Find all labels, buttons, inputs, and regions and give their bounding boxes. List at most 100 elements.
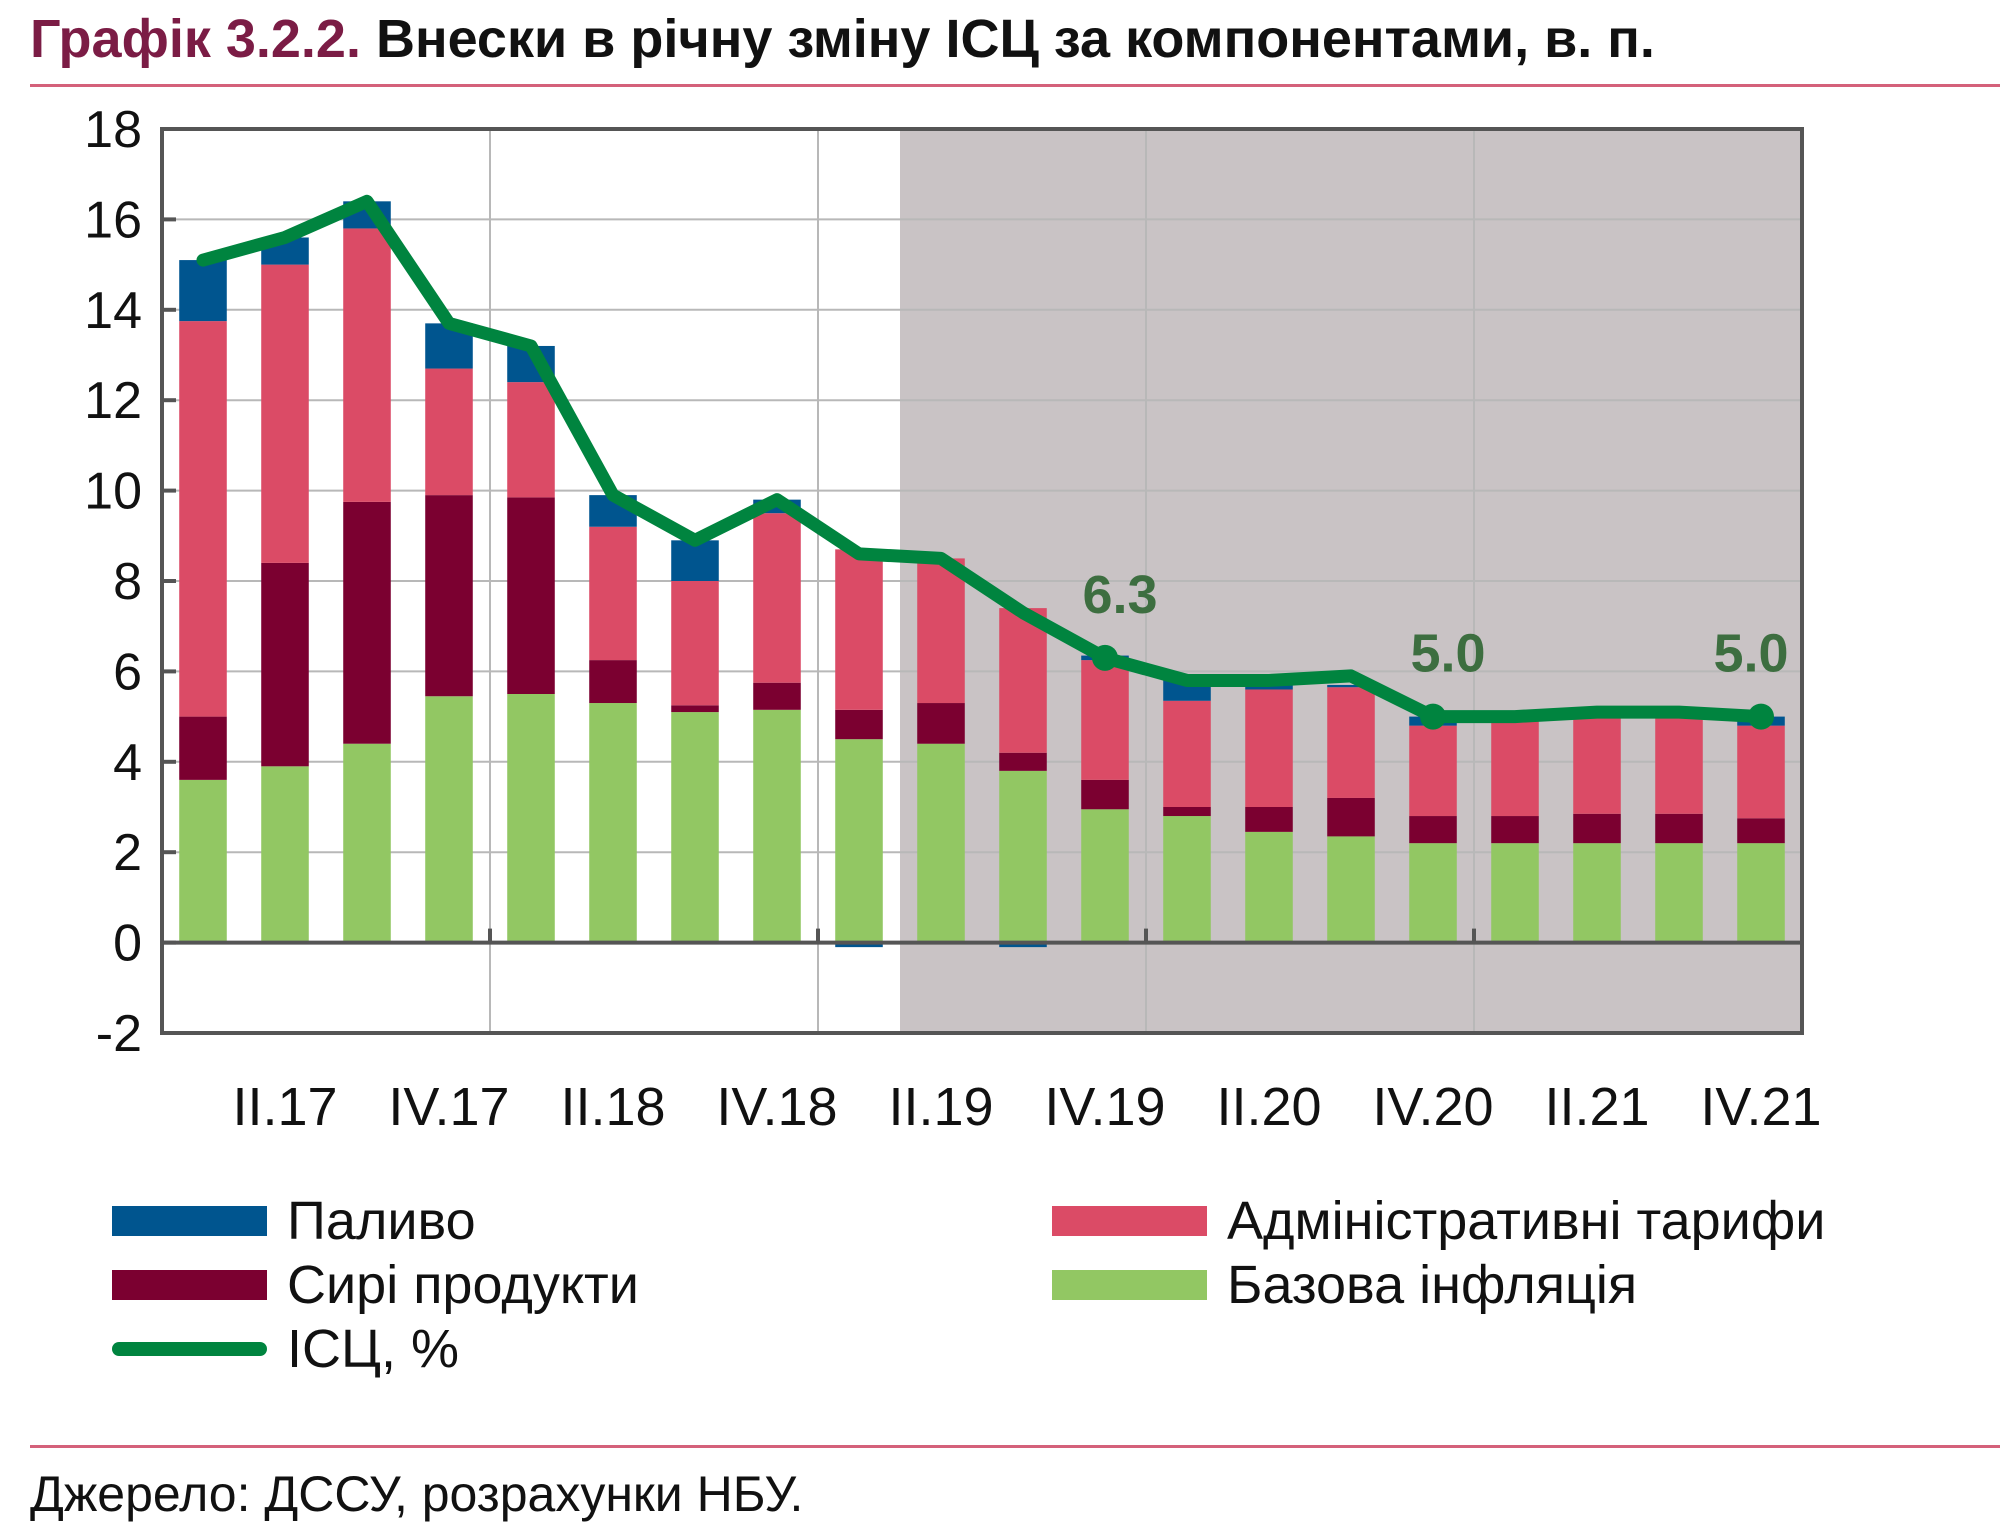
bar-admin [1245,689,1293,807]
bar-raw-food [589,660,637,704]
chart-title-text: Внески в річну зміну ІСЦ за компонентами… [375,9,1655,69]
x-tick-label: II.21 [1544,1077,1649,1137]
cpi-annotation: 5.0 [1410,624,1485,684]
x-tick-label: II.17 [232,1077,337,1137]
bar-core [507,694,555,943]
bar-admin [671,581,719,706]
bar-admin [1081,660,1129,780]
bar-core [835,739,883,943]
bar-raw-food [917,703,965,744]
legend-swatch-fuel [112,1206,267,1236]
cpi-annotation: 6.3 [1082,565,1157,625]
cpi-marker [1420,703,1446,730]
bar-raw-food [1409,816,1457,844]
x-tick-label: IV.17 [388,1077,509,1137]
bar-admin [1409,725,1457,817]
x-tick-label: II.20 [1216,1077,1321,1137]
bar-raw-food [261,562,309,767]
bar-raw-food [1573,813,1621,844]
source-divider [30,1445,2000,1448]
bar-raw-food [753,682,801,710]
bar-fuel [179,260,227,322]
bar-fuel [1327,684,1375,688]
y-tick-label: -2 [96,1005,142,1063]
bar-raw-food [1327,797,1375,837]
legend-swatch-raw-food [112,1270,267,1300]
bar-admin [1163,700,1211,807]
legend-fuel: Паливо [112,1190,476,1252]
bar-core [425,696,473,943]
bar-core [1655,843,1703,943]
legend-cpi: ІСЦ, % [112,1318,459,1380]
plot-frame [160,127,1804,1035]
cpi-line [196,194,1768,724]
bar-core [1245,831,1293,943]
y-tick-label: 8 [113,553,142,611]
x-tick-label: IV.18 [716,1077,837,1137]
bar-admin [261,264,309,563]
bar-raw-food [1245,807,1293,832]
bar-core [261,766,309,943]
x-tick-label: IV.19 [1044,1077,1165,1137]
bar-raw-food [1081,779,1129,810]
bar-raw-food [1163,807,1211,817]
bar-admin [179,321,227,717]
x-tick-label: II.19 [888,1077,993,1137]
legend-label: Базова інфляція [1227,1255,1638,1315]
bar-core [753,709,801,943]
bar-core [671,712,719,943]
bar-fuel [671,540,719,581]
legend-label: ІСЦ, % [287,1319,459,1379]
bar-core [1491,843,1539,943]
bar-fuel [835,942,883,948]
y-tick-label: 14 [84,282,142,340]
bar-core [179,779,227,943]
x-tick-label: IV.21 [1700,1077,1821,1137]
bar-core [589,703,637,943]
legend-label: Адміністративні тарифи [1227,1191,1826,1251]
bar-admin [507,382,555,498]
legend-label: Паливо [287,1191,476,1251]
chart-title: Графік 3.2.2. Внески в річну зміну ІСЦ з… [30,8,1655,70]
chart-number: Графік 3.2.2. [30,9,361,69]
bar-admin [1573,712,1621,814]
y-tick-label: 12 [84,372,142,430]
cpi-marker [1092,644,1118,671]
bar-raw-food [1491,816,1539,844]
bar-raw-food [507,497,555,694]
title-divider [30,84,2000,87]
bar-admin [343,228,391,502]
bar-core [999,770,1047,943]
bar-raw-food [671,705,719,713]
bar-raw-food [343,501,391,744]
legend-admin: Адміністративні тарифи [1052,1190,1825,1252]
y-tick-label: 0 [113,915,142,973]
bar-core [917,743,965,943]
bar-admin [1327,687,1375,798]
bar-raw-food [835,709,883,740]
stacked-bar-chart: -2 0 2 4 6 8 10 12 14 16 18 II.17 IV.17 II.18 IV.18 II.… [84,101,1821,1137]
legend-raw-food: Сирі продукти [112,1254,639,1316]
bar-fuel [1245,684,1293,690]
x-tick-label: II.18 [560,1077,665,1137]
bar-raw-food [179,716,227,780]
y-tick-label: 6 [113,643,142,701]
bar-core [1081,809,1129,943]
bar-admin [425,368,473,496]
bar-core [1163,816,1211,943]
legend-swatch-core [1052,1270,1207,1300]
cpi-marker [1748,703,1774,730]
y-tick-label: 4 [113,734,142,792]
y-tick-label: 2 [113,824,142,882]
bar-core [1327,836,1375,943]
bar-core [1409,843,1457,943]
legend-swatch-cpi [112,1342,267,1356]
bar-raw-food [1737,818,1785,844]
bar-admin [999,608,1047,753]
y-tick-label: 18 [84,101,142,159]
bar-admin [589,526,637,661]
bar-core [343,743,391,943]
bar-core [1737,843,1785,943]
bar-admin [753,513,801,683]
bar-admin [1491,716,1539,817]
